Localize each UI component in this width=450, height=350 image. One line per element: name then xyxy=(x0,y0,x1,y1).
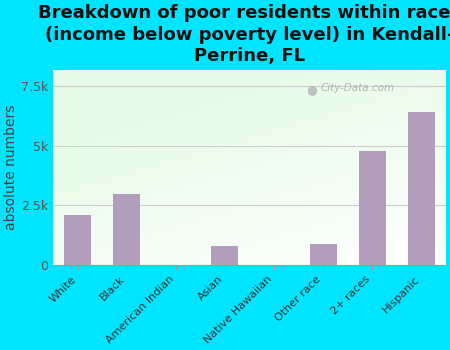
Bar xyxy=(310,244,337,265)
Y-axis label: absolute numbers: absolute numbers xyxy=(4,105,18,230)
Bar xyxy=(408,112,435,265)
Bar xyxy=(212,246,239,265)
Title: Breakdown of poor residents within races
(income below poverty level) in Kendall: Breakdown of poor residents within races… xyxy=(38,4,450,65)
Text: ●: ● xyxy=(306,83,317,96)
Bar xyxy=(359,150,386,265)
Bar xyxy=(113,194,140,265)
Text: City-Data.com: City-Data.com xyxy=(320,83,394,93)
Bar xyxy=(64,215,91,265)
